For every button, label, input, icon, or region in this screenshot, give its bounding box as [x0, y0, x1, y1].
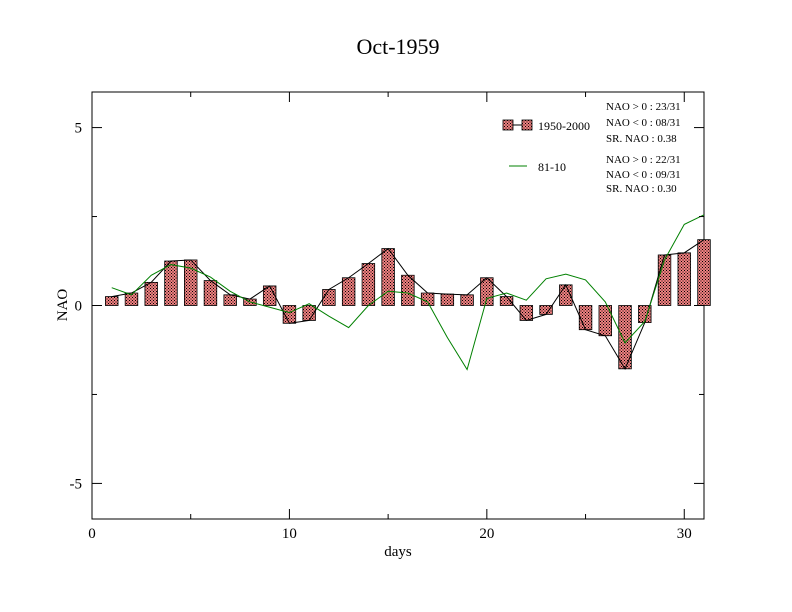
legend-stat-81-10-neg: NAO < 0 : 09/31: [606, 169, 681, 181]
legend-stat-1950-2000-pos: NAO > 0 : 23/31: [606, 101, 681, 113]
series-lines: [111, 214, 705, 371]
y-tick-label-5: 5: [75, 121, 83, 137]
bar-day-18: [440, 293, 455, 306]
legend-swatch-1950-2000-left: [502, 119, 514, 131]
bar-day-5: [184, 259, 198, 306]
y-axis-label: NAO: [55, 289, 71, 322]
line-81-10: [111, 214, 705, 371]
bar-day-21: [499, 296, 514, 306]
bar-day-3: [144, 281, 158, 306]
axes: 0 10 20 30 -5 0 5: [70, 92, 704, 542]
legend-entry-81-10: 81-10 NAO > 0 : 22/31 NAO < 0 : 09/31 SR…: [509, 154, 681, 195]
bar-day-29: [657, 254, 672, 306]
legend-stat-81-10-sr: SR. NAO : 0.30: [606, 183, 677, 195]
x-tick-label-0: 0: [88, 526, 96, 542]
x-axis-label: days: [384, 544, 412, 560]
y-tick-label--5: -5: [70, 476, 83, 492]
legend-label-1950-2000: 1950-2000: [538, 119, 590, 133]
legend: 1950-2000 NAO > 0 : 23/31 NAO < 0 : 08/3…: [502, 101, 681, 195]
bar-day-1: [105, 296, 119, 306]
bar-day-19: [460, 294, 474, 306]
bar-day-30: [677, 252, 691, 306]
bar-day-23: [539, 305, 553, 315]
bar-day-12: [322, 289, 336, 306]
bar-day-17: [420, 292, 435, 306]
bar-day-31: [697, 239, 711, 306]
bar-day-22: [519, 305, 534, 321]
bar-day-13: [341, 277, 356, 306]
bar-day-4: [164, 260, 178, 306]
legend-stat-81-10-pos: NAO > 0 : 22/31: [606, 154, 681, 166]
legend-label-81-10: 81-10: [538, 160, 566, 174]
x-tick-label-10: 10: [282, 526, 297, 542]
legend-stat-1950-2000-sr: SR. NAO : 0.38: [606, 133, 677, 145]
bar-day-7: [223, 294, 237, 306]
x-tick-label-20: 20: [479, 526, 494, 542]
line-1950-2000: [111, 239, 705, 370]
y-tick-label-0: 0: [75, 299, 83, 315]
bar-day-15: [381, 248, 395, 306]
chart-title: Oct-1959: [356, 34, 439, 59]
legend-entry-1950-2000: 1950-2000 NAO > 0 : 23/31 NAO < 0 : 08/3…: [502, 101, 681, 145]
legend-stat-1950-2000-neg: NAO < 0 : 08/31: [606, 117, 681, 129]
x-tick-label-30: 30: [677, 526, 692, 542]
bars-1950-2000: [105, 239, 711, 370]
bar-day-14: [361, 263, 376, 306]
bar-day-25: [578, 305, 593, 331]
legend-swatch-1950-2000-right: [521, 119, 533, 131]
